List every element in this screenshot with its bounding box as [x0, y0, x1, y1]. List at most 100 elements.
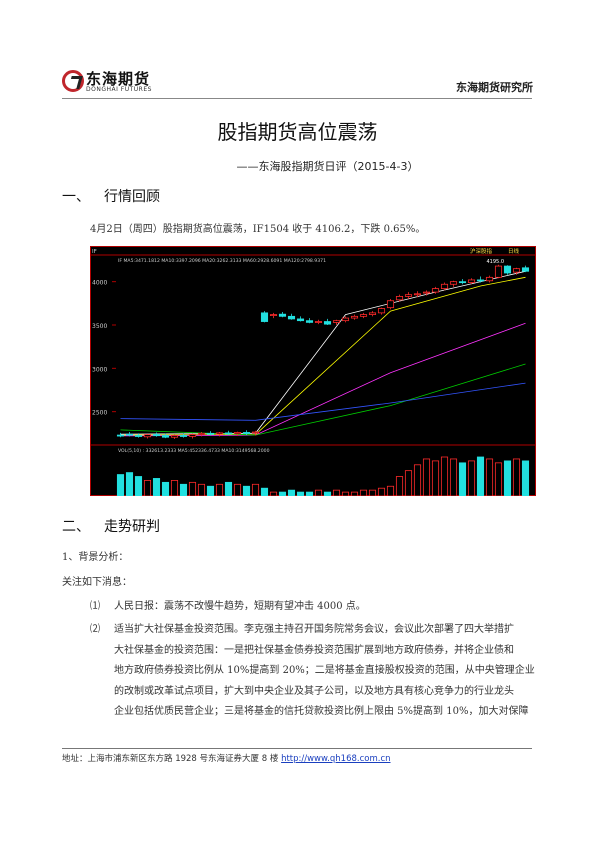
section2-title: 走势研判 [104, 519, 160, 535]
volume-bar-up [350, 491, 359, 496]
volume-bar-up [422, 458, 431, 496]
volume-bar-up [269, 491, 278, 496]
volume-bar-down [278, 491, 287, 496]
candle-up [197, 432, 206, 436]
volume-bar-up [332, 489, 341, 496]
volume-bar-down [116, 474, 125, 496]
candle-up [395, 296, 404, 301]
volume-bar-down [125, 472, 134, 496]
y-tick-label: 2500 [92, 410, 107, 417]
candle-down [206, 432, 215, 435]
section1-summary: 4月2日（周四）股指期货高位震荡，IF1504 收于 4106.2，下跌 0.6… [90, 224, 426, 235]
candle-down [503, 265, 512, 274]
ma-legend: IF MA5:3471.1812 MA10:3397.2096 MA20:326… [118, 258, 326, 264]
candle-up [233, 432, 242, 435]
candle-up [404, 294, 413, 297]
volume-bar-up [485, 458, 494, 496]
candle-down [224, 432, 233, 435]
section2-lead: 关注如下消息： [62, 577, 132, 588]
section1-heading: 一、 行情回顾 [62, 186, 160, 206]
section1-num: 一、 [62, 189, 90, 205]
volume-bar-up [440, 456, 449, 496]
header-divider [62, 98, 532, 99]
candle-up [449, 281, 458, 285]
candle-down [161, 435, 170, 438]
candle-down [125, 433, 134, 436]
candle-up [467, 279, 476, 283]
volume-bar-down [503, 460, 512, 496]
volume-bar-up [431, 460, 440, 496]
volume-bar-down [287, 489, 296, 496]
volume-bar-down [242, 485, 251, 496]
volume-bar-up [449, 458, 458, 496]
footer-divider [62, 748, 532, 749]
volume-bar-up [251, 483, 260, 496]
org-name: 东海期货研究所 [456, 81, 533, 94]
chart-frame [90, 246, 536, 496]
candle-up [377, 308, 386, 314]
list-text: 地方政府债券投资比例从 10%提高到 20%；二是将基金直接股权投资的范围，从中… [114, 665, 535, 676]
list-text: 大社保基金的投资范围：一是把社保基金债券投资范围扩展到地方政府债券，并将企业债和 [114, 644, 514, 656]
candle-down [242, 432, 251, 434]
volume-bar-up [377, 487, 386, 496]
candle-up [143, 434, 152, 438]
candle-up [386, 300, 395, 309]
candle-down [278, 313, 287, 317]
candle-up [368, 312, 377, 316]
candle-up [413, 293, 422, 296]
chart-svg: 4000 3500 3000 2500 IF 沪深股指 日线 IF MA5:3471.1812… [90, 246, 536, 496]
volume-bar-up [467, 460, 476, 496]
volume-bar-up [188, 481, 197, 496]
logo-en: DONGHAI FUTURES [86, 86, 152, 93]
candle-down [458, 281, 467, 284]
doc-title: 股指期货高位震荡 [217, 120, 378, 144]
volume-bar-down [260, 487, 269, 496]
volume-bar-down [521, 460, 530, 496]
volume-bar-down [323, 491, 332, 496]
volume-bar-down [305, 491, 314, 496]
volume-bar-up [494, 462, 503, 496]
volume-bar-down [179, 483, 188, 496]
candle-up [350, 315, 359, 319]
candle-down [134, 435, 143, 437]
logo-cn: 东海期货 [86, 70, 151, 88]
list-marker: ⑴ [90, 601, 100, 612]
chart-top-right-a: 沪深股指 [470, 247, 493, 255]
candle-up [359, 314, 368, 317]
candle-up [314, 321, 323, 323]
volume-bar-down [296, 491, 305, 496]
volume-bar-up [368, 489, 377, 496]
list-item: ⑵ 适当扩大社保基金投资范围。李克强主持召开国务院常务会议，会议此次部署了四大举… [90, 620, 540, 723]
price-chart: 4000 3500 3000 2500 IF 沪深股指 日线 IF MA5:3471.1812… [90, 246, 536, 496]
candle-up [512, 268, 521, 273]
candle-up [431, 288, 440, 293]
ma-line-ma120 [120, 382, 526, 421]
candle-down [152, 434, 161, 437]
candle-down [260, 312, 269, 322]
logo-icon [62, 70, 84, 92]
list-text: 人民日报：震荡不改慢牛趋势，短期有望冲击 4000 点。 [114, 601, 366, 612]
list-text: 企业包括优质民营企业；三是将基金的信托贷款投资比例上限由 5%提高到 10%，加… [114, 706, 529, 717]
section2-heading: 二、 走势研判 [62, 516, 160, 536]
candle-up [332, 320, 341, 323]
volume-bar-up [512, 458, 521, 496]
candle-up [188, 434, 197, 437]
candle-down [287, 315, 296, 320]
volume-bar-up [143, 479, 152, 496]
candle-up [341, 317, 350, 322]
list-text: 的改制或改革试点项目，扩大到中央企业及其子公司，以及地方具有核心竞争力的行业龙头 [114, 685, 514, 697]
peak-label: 4195.0 [487, 259, 505, 265]
candle-up [170, 435, 179, 438]
chart-top-right-b: 日线 [508, 247, 520, 255]
volume-bar-down [224, 481, 233, 496]
footer-link[interactable]: http://www.qh168.com.cn [281, 754, 391, 764]
volume-bar-down [476, 456, 485, 496]
volume-bar-down [152, 478, 161, 496]
candle-down [305, 320, 314, 323]
y-tick-label: 3500 [92, 323, 107, 330]
volume-bar-up [341, 491, 350, 496]
candle-up [422, 291, 431, 294]
list-item: ⑴ 人民日报：震荡不改慢牛趋势，短期有望冲击 4000 点。 [90, 597, 540, 618]
candle-up [485, 276, 494, 282]
candle-up [440, 283, 449, 289]
